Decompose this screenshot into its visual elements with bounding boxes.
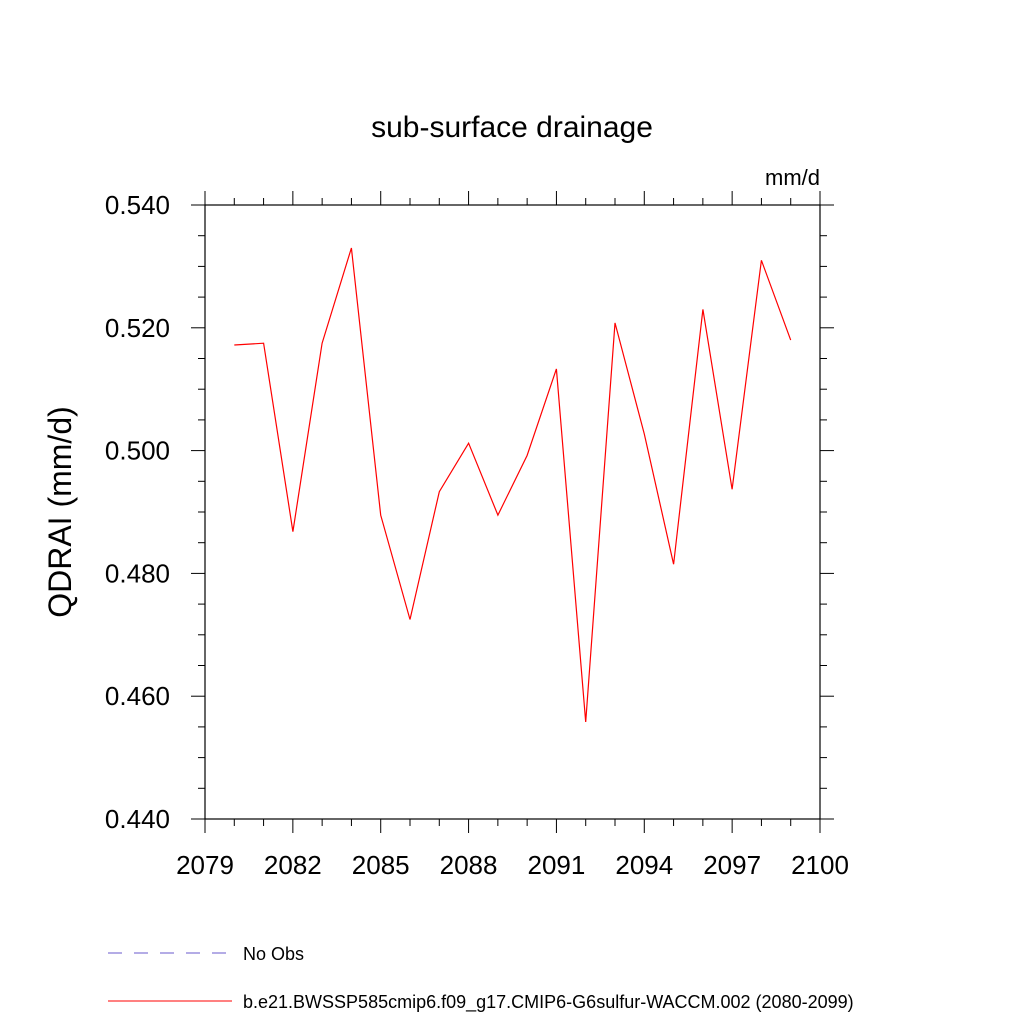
legend-label: No Obs [243,944,304,964]
x-tick-label: 2079 [176,850,234,880]
x-tick-labels: 2079 2082 2085 2088 2091 2094 2097 2100 [176,850,849,880]
y-tick-label: 0.460 [105,681,170,711]
y-tick-label: 0.500 [105,436,170,466]
y-tick-labels: 0.440 0.460 0.480 0.500 0.520 0.540 [105,190,170,834]
x-tick-label: 2097 [703,850,761,880]
legend: No Obs b.e21.BWSSP585cmip6.f09_g17.CMIP6-… [108,944,854,1013]
y-axis-label: QDRAI (mm/d) [42,406,78,618]
x-tick-label: 2085 [352,850,410,880]
y-tick-label: 0.540 [105,190,170,220]
units-label: mm/d [765,165,820,190]
series-lines [234,247,792,723]
legend-label: b.e21.BWSSP585cmip6.f09_g17.CMIP6-G6sulf… [243,992,854,1013]
x-tick-label: 2082 [264,850,322,880]
x-tick-label: 2094 [615,850,673,880]
y-tick-label: 0.480 [105,558,170,588]
x-tick-label: 2091 [528,850,586,880]
y-tick-label: 0.440 [105,804,170,834]
plot-frame [204,204,821,820]
axis-ticks [191,191,834,833]
chart-title: sub-surface drainage [371,111,653,144]
x-tick-label: 2100 [791,850,849,880]
series-line [234,247,792,723]
x-tick-label: 2088 [440,850,498,880]
y-tick-label: 0.520 [105,313,170,343]
